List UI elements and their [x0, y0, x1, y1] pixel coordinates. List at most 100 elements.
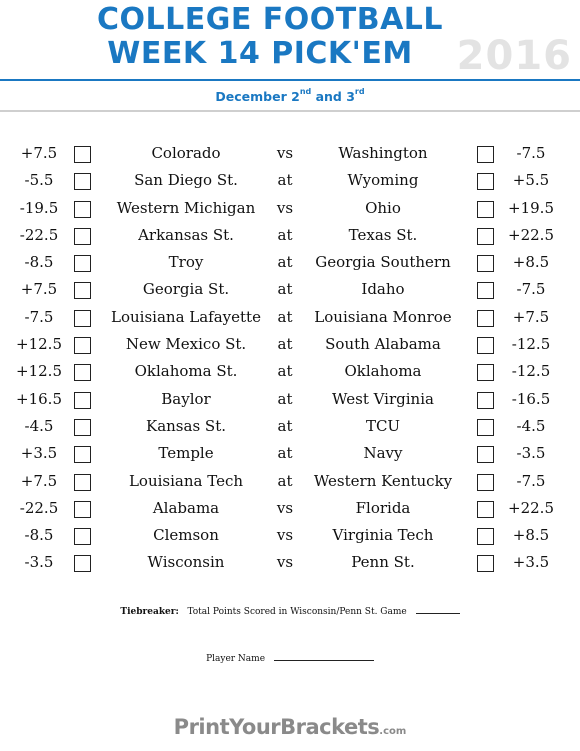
home-team: Oklahoma: [344, 362, 422, 381]
away-spread: -3.5: [24, 553, 54, 572]
game-row: +16.5 Baylor at West Virginia -16.5: [0, 386, 580, 413]
game-connector: at: [277, 253, 293, 272]
home-pick-checkbox[interactable]: [477, 146, 494, 163]
logo-suffix: .com: [379, 726, 407, 737]
home-pick-checkbox[interactable]: [477, 337, 494, 355]
away-pick-checkbox[interactable]: [74, 391, 91, 409]
tiebreaker-text: Total Points Scored in Wisconsin/Penn St…: [187, 607, 407, 617]
game-connector: at: [277, 335, 293, 354]
home-spread: -7.5: [516, 471, 546, 490]
home-team: West Virginia: [332, 389, 434, 408]
game-row: +12.5 New Mexico St. at South Alabama -12.5: [0, 331, 580, 358]
home-team: South Alabama: [325, 335, 441, 354]
away-team: Arkansas St.: [138, 225, 234, 244]
away-team: Louisiana Tech: [128, 471, 244, 490]
player-name-input-line[interactable]: [273, 652, 374, 661]
home-spread: -12.5: [511, 362, 551, 381]
home-pick-checkbox[interactable]: [477, 309, 494, 327]
away-pick-checkbox[interactable]: [74, 555, 91, 573]
games-list: +7.5 Colorado vs Washington -7.5 -5.5 San Dieg…: [0, 140, 580, 577]
date-sup-1: nd: [299, 87, 312, 96]
player-name: Player Name: [0, 652, 580, 666]
home-spread: +5.5: [512, 171, 550, 190]
away-pick-checkbox[interactable]: [74, 255, 91, 273]
away-pick-checkbox[interactable]: [74, 528, 91, 546]
home-pick-checkbox[interactable]: [477, 555, 494, 573]
game-row: -3.5 Wisconsin vs Penn St. +3.5: [0, 549, 580, 576]
away-pick-checkbox[interactable]: [74, 227, 91, 245]
game-row: -19.5 Western Michigan vs Ohio +19.5: [0, 195, 580, 222]
home-spread: +8.5: [512, 253, 550, 272]
home-team: Texas St.: [348, 225, 418, 244]
away-team: Georgia St.: [142, 280, 230, 299]
logo-text: PrintYourBrackets: [173, 715, 380, 739]
game-row: -4.5 Kansas St. at TCU -4.5: [0, 413, 580, 440]
date-middle: and 3: [311, 89, 355, 104]
game-connector: vs: [276, 198, 294, 217]
home-team: Georgia Southern: [315, 253, 451, 272]
tiebreaker-label: Tiebreaker:: [120, 607, 179, 617]
away-spread: +3.5: [20, 444, 58, 463]
home-spread: +3.5: [512, 553, 550, 572]
home-spread: -16.5: [511, 389, 551, 408]
away-team: Colorado: [151, 144, 221, 162]
home-pick-checkbox[interactable]: [477, 473, 494, 491]
home-team: Penn St.: [351, 553, 415, 572]
away-spread: +12.5: [16, 335, 62, 354]
away-pick-checkbox[interactable]: [74, 173, 91, 191]
away-pick-checkbox[interactable]: [74, 200, 91, 218]
away-pick-checkbox[interactable]: [74, 500, 91, 518]
date-text: December 2nd and 3rd: [215, 87, 364, 104]
game-connector: at: [277, 471, 293, 490]
away-pick-checkbox[interactable]: [74, 337, 91, 355]
home-pick-checkbox[interactable]: [477, 364, 494, 382]
home-team: Washington: [338, 144, 428, 162]
home-pick-checkbox[interactable]: [477, 500, 494, 518]
home-pick-checkbox[interactable]: [477, 528, 494, 546]
home-team: Western Kentucky: [313, 471, 453, 490]
away-pick-checkbox[interactable]: [74, 309, 91, 327]
home-pick-checkbox[interactable]: [477, 227, 494, 245]
header: COLLEGE FOOTBALL WEEK 14 PICK'EM 2016: [0, 0, 580, 79]
home-pick-checkbox[interactable]: [477, 418, 494, 436]
game-connector: at: [277, 444, 293, 463]
away-spread: -22.5: [19, 498, 59, 517]
away-team: Troy: [168, 253, 204, 272]
tiebreaker-input-line[interactable]: [415, 605, 460, 614]
away-pick-checkbox[interactable]: [74, 282, 91, 300]
game-row: -5.5 San Diego St. at Wyoming +5.5: [0, 167, 580, 194]
away-team: Kansas St.: [146, 416, 226, 435]
game-connector: vs: [276, 526, 294, 545]
tiebreaker: Tiebreaker: Total Points Scored in Wisco…: [0, 605, 580, 619]
home-team: Navy: [363, 444, 403, 463]
date-bar: December 2nd and 3rd: [0, 79, 580, 112]
home-spread: -7.5: [516, 280, 546, 299]
home-pick-checkbox[interactable]: [477, 200, 494, 218]
away-pick-checkbox[interactable]: [74, 364, 91, 382]
away-team: Western Michigan: [116, 198, 256, 217]
away-team: New Mexico St.: [125, 335, 247, 354]
page-title-line-2: WEEK 14 PICK'EM: [107, 36, 413, 71]
away-team: Baylor: [161, 389, 211, 408]
home-pick-checkbox[interactable]: [477, 446, 494, 464]
home-pick-checkbox[interactable]: [477, 255, 494, 273]
away-pick-checkbox[interactable]: [74, 446, 91, 464]
home-pick-checkbox[interactable]: [477, 173, 494, 191]
away-pick-checkbox[interactable]: [74, 418, 91, 436]
home-spread: -3.5: [516, 444, 546, 463]
away-spread: -8.5: [24, 526, 54, 545]
home-team: Idaho: [361, 280, 405, 299]
home-pick-checkbox[interactable]: [477, 282, 494, 300]
footer-logo: PrintYourBrackets.com: [0, 715, 580, 739]
game-connector: at: [277, 225, 293, 244]
away-spread: +7.5: [20, 471, 58, 490]
away-pick-checkbox[interactable]: [74, 473, 91, 491]
away-pick-checkbox[interactable]: [74, 146, 91, 163]
away-spread: -8.5: [24, 253, 54, 272]
away-team: Oklahoma St.: [134, 362, 238, 381]
away-team: Alabama: [152, 498, 220, 517]
home-spread: +22.5: [508, 498, 554, 517]
game-row: +7.5 Colorado vs Washington -7.5: [0, 140, 580, 167]
away-team: Wisconsin: [147, 553, 225, 572]
home-pick-checkbox[interactable]: [477, 391, 494, 409]
